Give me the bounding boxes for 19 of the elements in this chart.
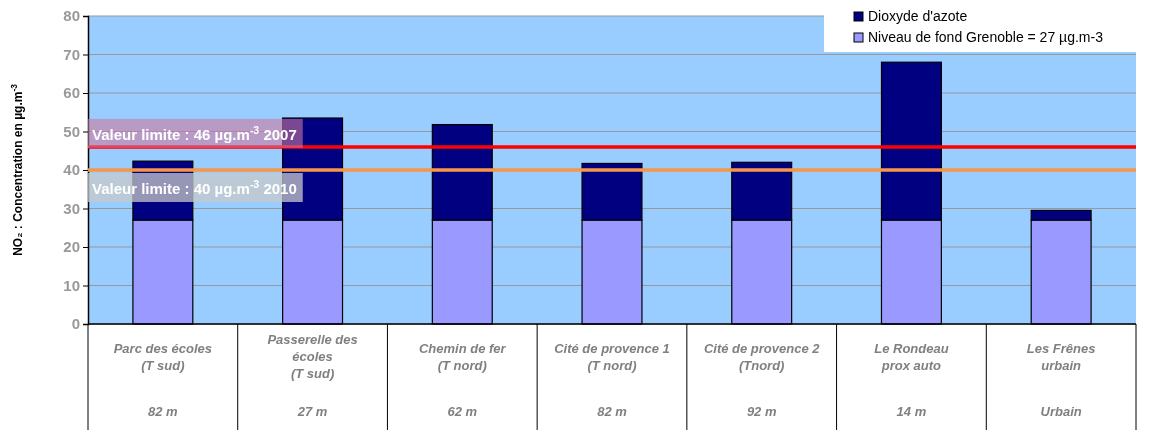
y-tick-label: 10 (63, 276, 80, 294)
y-tick-label: 50 (63, 122, 80, 140)
category-label: Parc des écoles (T sud) 82 m (113, 340, 213, 419)
ref-line-label: Valeur limite : 46 µg.m$^{-3}$ 2007 (92, 123, 297, 143)
y-tick-label: 0 (71, 315, 80, 333)
y-tick-label: 30 (63, 199, 80, 217)
category-label: Cité de provence 1 (T nord) 82 m (554, 340, 670, 419)
category-label: Chemin de fer (T nord) 62 m (418, 340, 506, 419)
y-tick-label: 70 (63, 45, 80, 63)
y-tick-label: 80 (63, 7, 80, 25)
y-tick-label: 20 (63, 238, 80, 256)
legend-label: Dioxyde d'azote (868, 8, 968, 24)
category-label: Cité de provence 2 (Tnord) 92 m (703, 340, 820, 419)
y-tick-label: 40 (63, 161, 80, 179)
category-label: Les Frênes urbain Urbain (1026, 340, 1096, 419)
y-tick-label: 60 (63, 84, 80, 102)
category-label: Le Rondeau prox auto 14 m (874, 340, 949, 419)
legend-label: Niveau de fond Grenoble = 27 µg.m-3 (868, 29, 1104, 45)
category-label: Passerelle des écoles (T sud) 27 m (267, 332, 358, 419)
